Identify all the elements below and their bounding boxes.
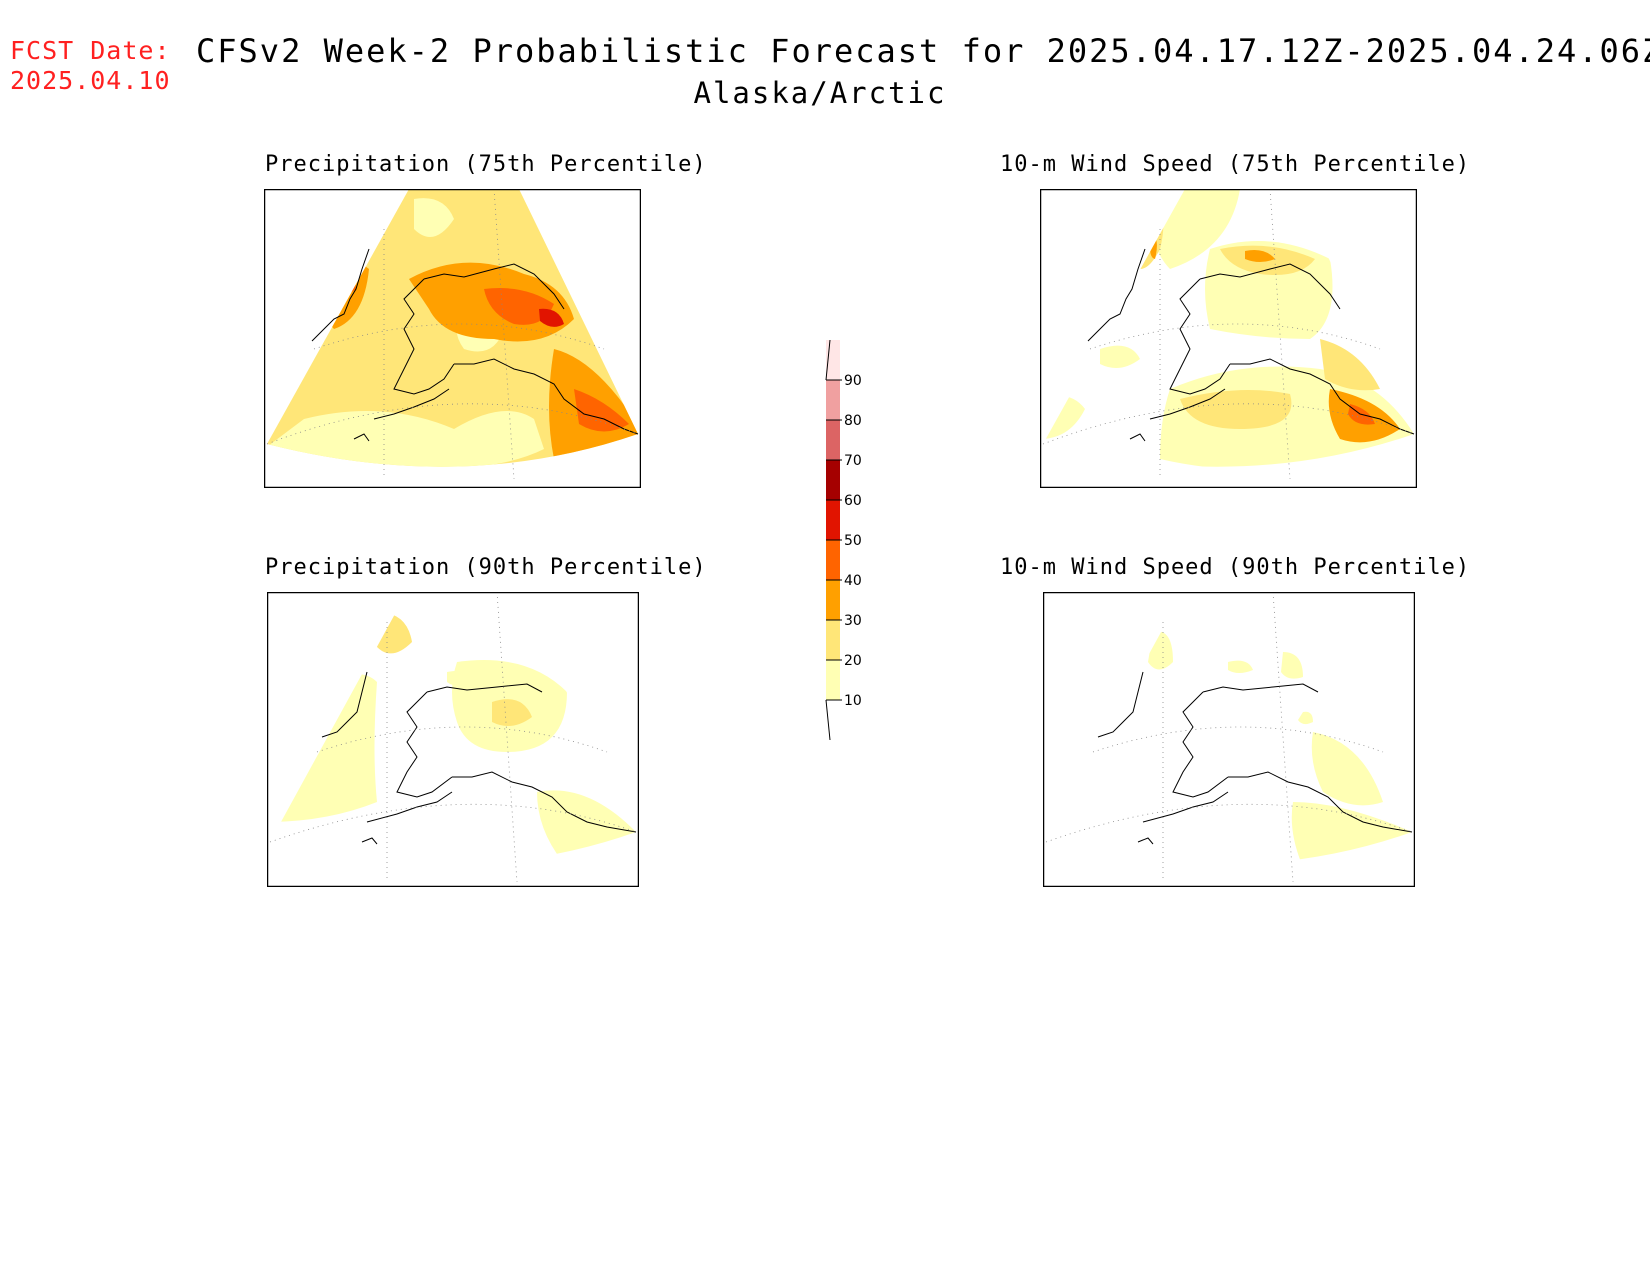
contour-fill-10 bbox=[414, 198, 454, 237]
colorbar-arrow-ends bbox=[825, 339, 831, 741]
colorbar-swatch bbox=[826, 380, 840, 420]
coastline bbox=[321, 671, 637, 845]
forecast-date-block: FCST Date: 2025.04.10 bbox=[10, 36, 171, 96]
forecast-date-value: 2025.04.10 bbox=[10, 66, 171, 95]
coastline bbox=[1087, 248, 1415, 442]
contour-fill-10 bbox=[447, 670, 477, 686]
panel-title-precip-75: Precipitation (75th Percentile) bbox=[265, 152, 707, 177]
coastline bbox=[311, 248, 639, 442]
map-precip-90 bbox=[267, 592, 639, 887]
colorbar-tick-label: 80 bbox=[844, 413, 862, 429]
map-wind-75 bbox=[1040, 189, 1417, 488]
contour-fill-20 bbox=[1320, 339, 1380, 391]
panel-frame bbox=[264, 189, 641, 488]
colorbar: 10 20 30 40 50 60 70 80 90 bbox=[825, 339, 862, 741]
colorbar-tick-label: 40 bbox=[844, 573, 862, 589]
map-wind-90 bbox=[1043, 592, 1415, 887]
colorbar-swatch bbox=[826, 460, 840, 500]
graticule bbox=[1042, 189, 1415, 480]
colorbar-tick-label: 90 bbox=[844, 373, 862, 389]
colorbar-tick-label: 30 bbox=[844, 613, 862, 629]
panel-title-precip-90: Precipitation (90th Percentile) bbox=[265, 555, 707, 580]
contour-fill-10 bbox=[1281, 652, 1303, 679]
contour-fill-10 bbox=[1298, 711, 1313, 725]
colorbar-labels: 10 20 30 40 50 60 70 80 90 bbox=[826, 373, 862, 709]
contour-fill-10 bbox=[1100, 345, 1140, 368]
colorbar-tick-label: 60 bbox=[844, 493, 862, 509]
colorbar-tick-label: 20 bbox=[844, 653, 862, 669]
colorbar-swatch bbox=[826, 540, 840, 580]
panel-frame bbox=[1040, 189, 1417, 488]
contour-fill-30 bbox=[1245, 250, 1275, 262]
contour-fill-20 bbox=[492, 699, 532, 726]
colorbar-swatch bbox=[826, 420, 840, 460]
colorbar-swatch bbox=[826, 660, 840, 700]
panel-frame bbox=[267, 592, 639, 887]
colorbar-tick-label: 10 bbox=[844, 693, 862, 709]
colorbar-swatches bbox=[826, 340, 840, 700]
colorbar-swatch bbox=[826, 580, 840, 620]
panel-title-wind-90: 10-m Wind Speed (90th Percentile) bbox=[1000, 555, 1471, 580]
contour-fill-50 bbox=[539, 308, 564, 327]
contour-fill-10 bbox=[267, 411, 544, 467]
contour-fill-10 bbox=[537, 790, 636, 865]
colorbar-tick-label: 50 bbox=[844, 533, 862, 549]
contour-fill-10 bbox=[1291, 802, 1412, 865]
colorbar-swatch bbox=[826, 620, 840, 660]
colorbar-tick-label: 70 bbox=[844, 453, 862, 469]
forecast-date-label: FCST Date: bbox=[10, 36, 171, 65]
coastline bbox=[1097, 671, 1413, 845]
graticule bbox=[269, 592, 637, 883]
figure-subtitle: Alaska/Arctic bbox=[693, 76, 947, 110]
graticule bbox=[1045, 592, 1413, 883]
contour-fill-40 bbox=[574, 389, 629, 432]
contour-fill-10 bbox=[1311, 732, 1383, 806]
map-precip-75 bbox=[264, 189, 641, 488]
figure-title: CFSv2 Week-2 Probabilistic Forecast for … bbox=[196, 32, 1650, 70]
colorbar-swatch bbox=[826, 500, 840, 540]
panel-frame bbox=[1043, 592, 1415, 887]
contour-fill-40 bbox=[484, 288, 554, 325]
contour-fill-10 bbox=[1228, 660, 1253, 673]
contour-fill-40 bbox=[336, 273, 356, 294]
panel-title-wind-75: 10-m Wind Speed (75th Percentile) bbox=[1000, 152, 1471, 177]
graticule bbox=[266, 189, 639, 480]
